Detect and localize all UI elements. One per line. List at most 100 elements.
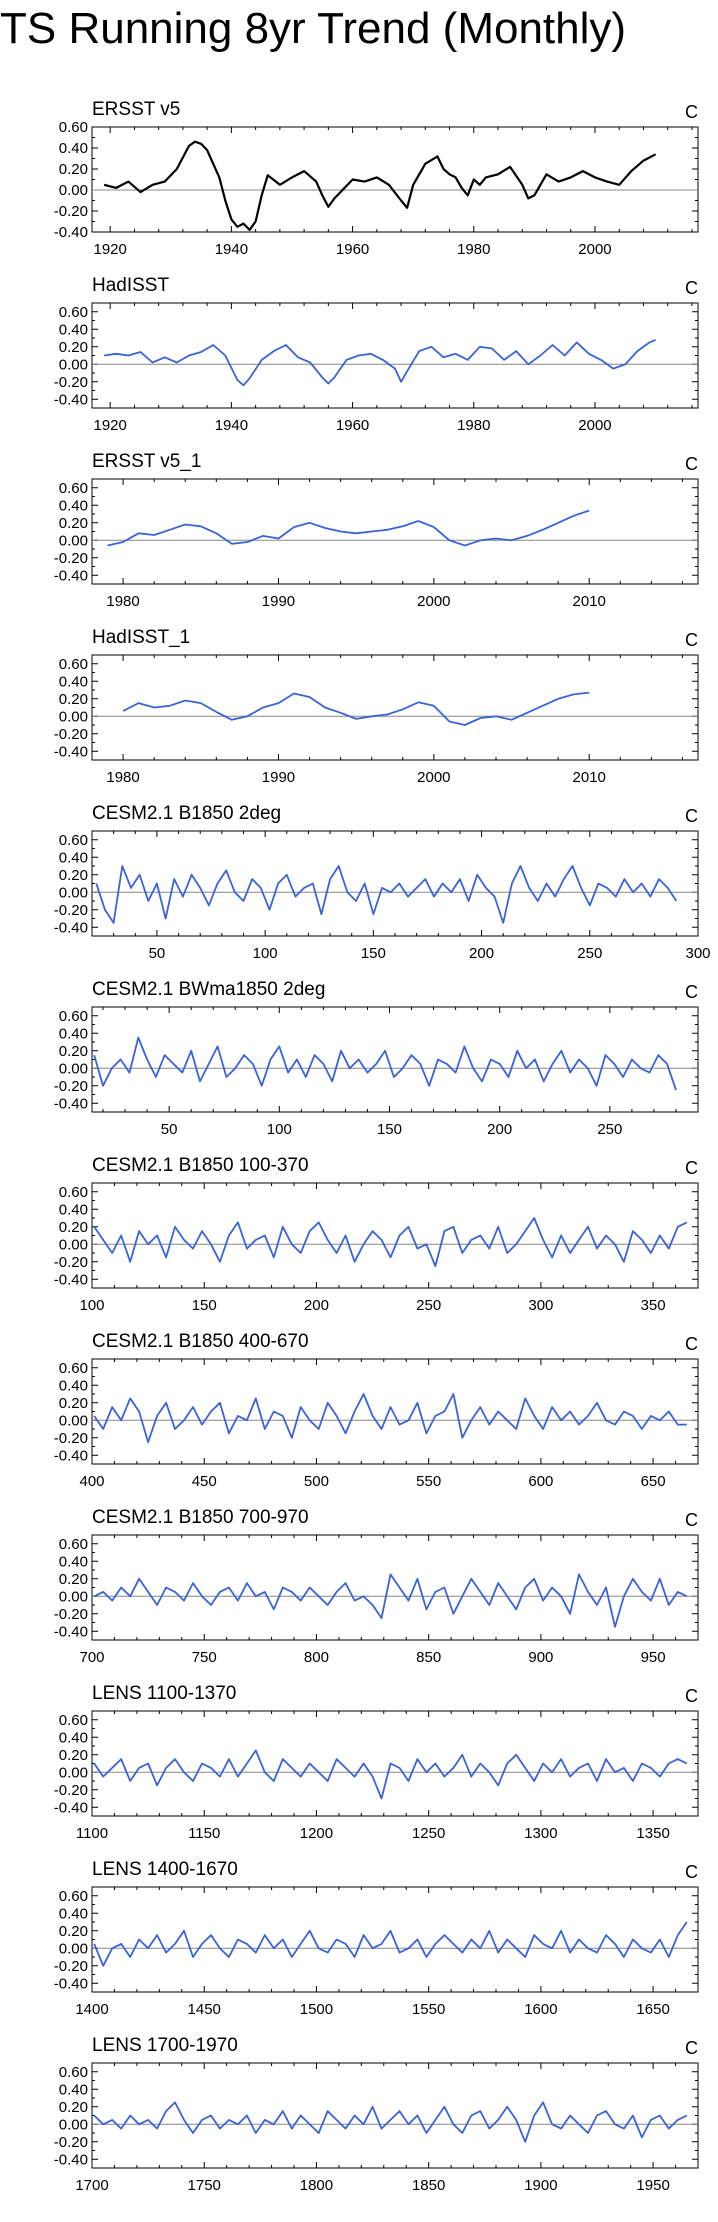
x-tick-label: 300 xyxy=(528,1297,553,1314)
x-tick-label: 250 xyxy=(577,945,602,962)
x-tick-label: 1500 xyxy=(300,2001,333,2018)
y-tick-label: 0.60 xyxy=(59,832,88,849)
panel-title: HadISST_1 xyxy=(92,627,190,648)
plot-frame xyxy=(91,1358,699,1465)
panel-ersst-v5: ERSST v5 C 0.60 0.40 0.20 0.00 -0.20 -0.40 1920 1… xyxy=(54,99,699,258)
y-tick-label: 0.60 xyxy=(59,1184,88,1201)
y-tick-label: 0.00 xyxy=(59,1412,88,1429)
x-tick-label: 2000 xyxy=(578,241,611,258)
x-tick-label: 950 xyxy=(641,1649,666,1666)
x-tick-label: 50 xyxy=(149,945,166,962)
x-tick-label: 1990 xyxy=(262,593,295,610)
panel-hadisst: HadISST C 0.600.400.200.00-0.20-0.40 1920 19… xyxy=(54,275,699,434)
panel-ersst-v5-1: ERSST v5_1 C 0.600.400.200.00-0.20-0.40 198… xyxy=(54,451,699,610)
series-line xyxy=(93,2101,688,2143)
x-tick-label: 400 xyxy=(79,1473,104,1490)
x-tick-label: 200 xyxy=(469,945,494,962)
panel-title: LENS 1100-1370 xyxy=(92,1683,236,1704)
x-tick-label: 550 xyxy=(416,1473,441,1490)
unit-label: C xyxy=(685,454,698,474)
y-tick-label: -0.20 xyxy=(54,902,88,919)
x-tick-label: 1750 xyxy=(188,2177,221,2194)
x-tick-label: 1350 xyxy=(636,1825,669,1842)
x-tick-label: 1650 xyxy=(636,2001,669,2018)
y-tick-label: -0.20 xyxy=(54,374,88,391)
panel-cesm-b1850-2deg: CESM2.1 B1850 2deg C 0.600.400.200.00-0.20… xyxy=(54,803,711,962)
unit-label: C xyxy=(685,1158,698,1178)
series-line xyxy=(95,865,678,924)
plot-frame xyxy=(91,478,699,585)
y-tick-label: 0.60 xyxy=(59,656,88,673)
x-tick-label: 1100 xyxy=(76,1825,108,1842)
y-tick-label: 0.20 xyxy=(59,515,88,532)
unit-label: C xyxy=(685,1510,698,1530)
y-tick-label: -0.40 xyxy=(54,1095,88,1112)
y-tick-label: 0.40 xyxy=(59,1905,88,1922)
x-tick-label: 750 xyxy=(192,1649,217,1666)
unit-label: C xyxy=(685,102,698,122)
x-tick-label: 450 xyxy=(192,1473,217,1490)
x-tick-label: 50 xyxy=(161,1121,178,1138)
y-tick-label: 0.00 xyxy=(59,884,88,901)
x-tick-label: 1960 xyxy=(336,241,369,258)
y-tick-label: 0.00 xyxy=(59,532,88,549)
x-tick-label: 1400 xyxy=(75,2001,108,2018)
y-tick-label: 0.20 xyxy=(59,691,88,708)
x-tick-label: 100 xyxy=(253,945,278,962)
x-tick-label: 1300 xyxy=(524,1825,557,1842)
series-line xyxy=(93,1749,688,1800)
x-tick-label: 200 xyxy=(304,1297,329,1314)
unit-label: C xyxy=(685,1862,698,1882)
y-tick-label: 0.20 xyxy=(59,1923,88,1940)
y-tick-label: 0.40 xyxy=(59,1025,88,1042)
series-line xyxy=(93,1217,688,1267)
x-tick-label: 1250 xyxy=(412,1825,445,1842)
x-tick-label: 1900 xyxy=(524,2177,557,2194)
y-tick-label: 0.00 xyxy=(59,1060,88,1077)
unit-label: C xyxy=(685,278,698,298)
y-tick-label: -0.20 xyxy=(54,1254,88,1271)
page-title: TS Running 8yr Trend (Monthly) xyxy=(0,4,627,53)
y-tick-label: -0.20 xyxy=(54,203,88,220)
plot-frame xyxy=(91,1006,699,1113)
y-tick-label: 0.60 xyxy=(59,2064,88,2081)
unit-label: C xyxy=(685,806,698,826)
y-tick-label: 0.20 xyxy=(59,1395,88,1412)
x-tick-label: 100 xyxy=(267,1121,292,1138)
x-tick-label: 650 xyxy=(641,1473,666,1490)
x-tick-label: 300 xyxy=(685,945,710,962)
x-tick-label: 1800 xyxy=(300,2177,333,2194)
series-line xyxy=(107,509,590,547)
y-tick-label: 0.00 xyxy=(59,2116,88,2133)
panel-lens-1700-1970: LENS 1700-1970 C 0.600.400.200.00-0.20-0.4… xyxy=(54,2035,699,2194)
x-tick-label: 1980 xyxy=(106,769,139,786)
panel-lens-1400-1670: LENS 1400-1670 C 0.600.400.200.00-0.20-0.4… xyxy=(54,1859,699,2018)
x-tick-label: 250 xyxy=(597,1121,622,1138)
y-tick-label: 0.20 xyxy=(59,1219,88,1236)
x-tick-label: 150 xyxy=(361,945,386,962)
x-tick-label: 2000 xyxy=(417,593,450,610)
x-tick-label: 100 xyxy=(79,1297,104,1314)
y-tick-label: -0.20 xyxy=(54,1606,88,1623)
y-tick-label: -0.40 xyxy=(54,919,88,936)
y-tick-label: -0.40 xyxy=(54,743,88,760)
x-tick-label: 1920 xyxy=(93,417,126,434)
x-tick-label: 600 xyxy=(528,1473,553,1490)
y-tick-label: -0.20 xyxy=(54,726,88,743)
x-tick-label: 1850 xyxy=(412,2177,445,2194)
y-tick-label: 0.00 xyxy=(59,1236,88,1253)
y-tick-label: 0.20 xyxy=(59,867,88,884)
plot-frame xyxy=(91,302,699,409)
y-tick-label: 0.40 xyxy=(59,140,88,157)
panel-title: CESM2.1 B1850 2deg xyxy=(92,803,281,824)
panel-title: ERSST v5 xyxy=(92,99,180,120)
y-tick-label: -0.40 xyxy=(54,1271,88,1288)
y-tick-label: -0.20 xyxy=(54,1782,88,1799)
x-tick-label: 500 xyxy=(304,1473,329,1490)
x-tick-label: 2000 xyxy=(578,417,611,434)
panel-cesm-b1850-700-970: CESM2.1 B1850 700-970 C0.600.400.200.00-0… xyxy=(54,1507,699,1666)
x-tick-label: 1950 xyxy=(636,2177,669,2194)
y-tick-label: -0.40 xyxy=(54,2151,88,2168)
x-tick-label: 150 xyxy=(192,1297,217,1314)
series-line xyxy=(103,140,657,231)
